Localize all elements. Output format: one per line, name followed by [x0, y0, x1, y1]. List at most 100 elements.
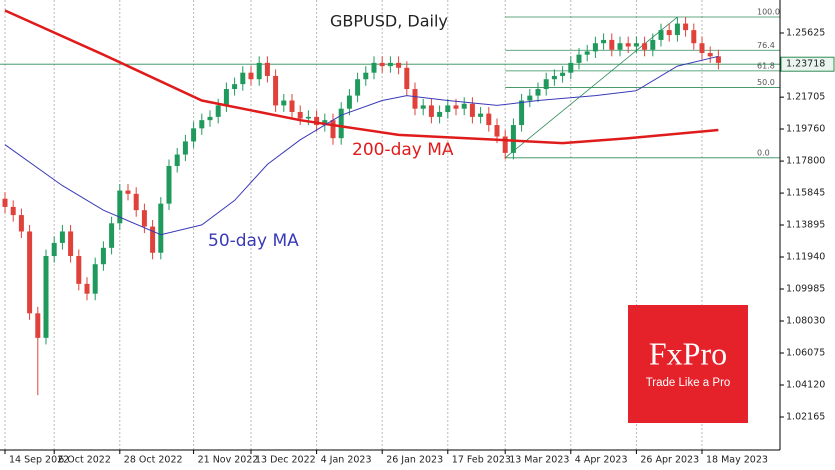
- candle-body: [182, 141, 188, 155]
- fib-label: 76.4: [757, 41, 775, 50]
- candle-body: [379, 62, 385, 67]
- candle-body: [715, 56, 721, 63]
- candle-body: [387, 62, 393, 67]
- x-tick-label: 4 Apr 2023: [575, 455, 628, 466]
- last-price-label: 1.23718: [786, 59, 825, 70]
- logo: FxPro Trade Like a Pro: [628, 305, 748, 423]
- candle-body: [584, 51, 590, 55]
- candle-body: [617, 43, 623, 50]
- candle-body: [699, 43, 705, 54]
- ma-label: 200-day MA: [352, 140, 454, 160]
- candle-body: [543, 79, 549, 90]
- y-tick-label: 1.21705: [786, 92, 825, 103]
- x-tick-label: 6 Oct 2022: [58, 455, 111, 466]
- candle-body: [43, 256, 49, 338]
- candle-body: [527, 95, 533, 101]
- candle-body: [642, 43, 648, 50]
- candle-body: [191, 128, 197, 142]
- candle-body: [109, 223, 115, 248]
- candle-body: [322, 120, 328, 126]
- candle-body: [346, 95, 352, 109]
- logo-name: FxPro: [649, 335, 727, 371]
- y-tick-label: 1.11940: [786, 252, 825, 263]
- candle-body: [92, 264, 98, 294]
- candle-body: [2, 198, 8, 207]
- candle-body: [166, 165, 172, 204]
- candle-body: [461, 103, 467, 109]
- fib-label: 0.0: [757, 148, 770, 157]
- candle-body: [338, 108, 344, 139]
- x-tick-label: 17 Feb 2023: [452, 455, 511, 466]
- fib-label: 100.0: [757, 8, 780, 17]
- candle-body: [174, 154, 180, 166]
- x-tick-label: 18 May 2023: [706, 455, 768, 466]
- plot: 100.0 76.4 61.8 50.0 0.0: [0, 8, 780, 396]
- candle-body: [18, 215, 24, 232]
- candle-body: [420, 105, 426, 109]
- last-price-box: [780, 56, 835, 72]
- candle-body: [240, 72, 246, 85]
- candle-body: [289, 100, 295, 112]
- candle-body: [478, 113, 484, 117]
- y-tick-label: 1.13895: [786, 220, 825, 231]
- candle-body: [59, 231, 65, 243]
- candle-body: [207, 116, 213, 121]
- x-tick-label: 13 Mar 2023: [509, 455, 569, 466]
- candle-body: [158, 203, 164, 253]
- candle-body: [437, 111, 443, 117]
- x-tick-label: 28 Oct 2022: [124, 455, 183, 466]
- candle-body: [305, 116, 311, 119]
- candle-body: [412, 89, 418, 109]
- chart-title: GBPUSD, Daily: [330, 12, 448, 31]
- candle-body: [27, 231, 33, 314]
- candle-body: [650, 39, 656, 50]
- candle-body: [355, 79, 361, 96]
- logo-tagline: Trade Like a Pro: [646, 377, 731, 389]
- fib-trendline: [504, 16, 678, 159]
- candle-body: [141, 210, 147, 227]
- y-tick-label: 1.02165: [786, 412, 825, 423]
- candle-body: [68, 231, 74, 257]
- fib-label: 50.0: [757, 78, 775, 87]
- candle-body: [691, 30, 697, 44]
- candle-body: [100, 247, 106, 265]
- candle-body: [666, 30, 672, 36]
- ma-line: [4, 9, 719, 145]
- candle-body: [35, 313, 41, 338]
- candle-body: [404, 67, 410, 90]
- candle-body: [568, 62, 574, 73]
- ma-label: 50-day MA: [208, 231, 299, 251]
- candle-body: [469, 103, 475, 117]
- candle-body: [633, 43, 639, 47]
- candle-body: [494, 125, 500, 137]
- candle-body: [486, 113, 492, 126]
- candle-body: [453, 105, 459, 109]
- candle-body: [576, 54, 582, 63]
- candle-body: [625, 43, 631, 47]
- candle-body: [428, 105, 434, 117]
- x-tick-label: 4 Jan 2023: [321, 455, 372, 466]
- candle-body: [658, 30, 664, 40]
- candle-body: [510, 125, 516, 153]
- candle-body: [133, 193, 139, 211]
- candle-body: [10, 206, 16, 216]
- y-tick-label: 1.09985: [786, 284, 825, 295]
- candle-body: [330, 120, 336, 139]
- x-tick-label: 21 Nov 2022: [198, 455, 259, 466]
- candle-body: [256, 62, 262, 80]
- candle-body: [683, 23, 689, 31]
- candle-body: [117, 190, 123, 224]
- y-tick-label: 1.08030: [786, 316, 825, 327]
- x-tick-label: 26 Jan 2023: [386, 455, 443, 466]
- candle-body: [445, 105, 451, 112]
- candle-body: [371, 62, 377, 73]
- candle-body: [396, 62, 402, 68]
- candle-body: [592, 43, 598, 52]
- fib-label: 61.8: [757, 61, 775, 70]
- candle-body: [314, 116, 320, 126]
- candle-body: [281, 100, 287, 106]
- candle-body: [601, 39, 607, 44]
- candle-body: [273, 75, 279, 106]
- candle-body: [297, 111, 303, 119]
